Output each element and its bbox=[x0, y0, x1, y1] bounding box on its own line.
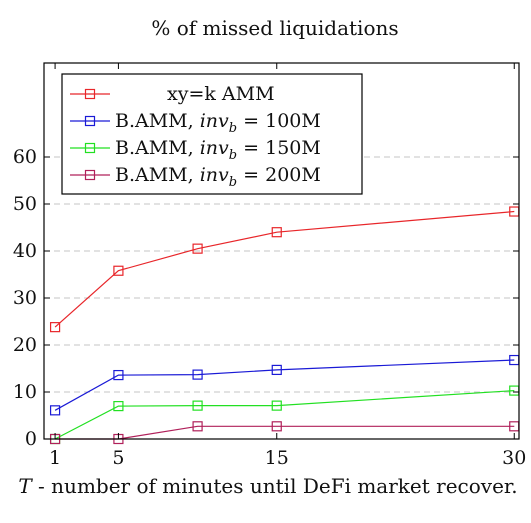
x-axis-label-var: T bbox=[18, 474, 33, 498]
series-line bbox=[55, 425, 515, 440]
x-tick-label: 5 bbox=[112, 447, 124, 469]
series-line bbox=[54, 210, 515, 328]
series-1 bbox=[49, 206, 520, 333]
legend-label-var: inv bbox=[200, 164, 229, 186]
legend-label-subscript: b bbox=[229, 148, 237, 163]
data-point bbox=[113, 401, 124, 412]
chart-title: % of missed liquidations bbox=[151, 16, 398, 40]
legend-label-prefix: B.AMM, bbox=[115, 110, 200, 132]
x-tick-label: 30 bbox=[502, 447, 526, 469]
data-point bbox=[113, 265, 124, 276]
y-tick-label: 50 bbox=[13, 193, 37, 215]
data-point bbox=[113, 369, 124, 381]
legend-item: B.AMM, invb = 100M bbox=[70, 110, 321, 136]
data-point bbox=[271, 364, 282, 376]
legend-box bbox=[61, 73, 363, 195]
y-tick-label: 60 bbox=[13, 146, 37, 168]
data-point bbox=[271, 227, 282, 238]
legend-label-suffix: = 100M bbox=[237, 110, 321, 132]
legend-label-var: inv bbox=[200, 110, 229, 132]
legend-swatch-marker bbox=[84, 115, 96, 127]
data-point bbox=[49, 322, 61, 333]
x-axis-label-rest: - number of minutes until DeFi market re… bbox=[32, 474, 518, 498]
x-tick-label: 15 bbox=[265, 447, 289, 469]
series-group bbox=[49, 206, 520, 445]
legend-label-suffix: = 200M bbox=[237, 164, 321, 186]
data-point bbox=[271, 400, 282, 411]
y-tick-label: 10 bbox=[13, 381, 37, 403]
data-point bbox=[49, 405, 61, 416]
grid-lines bbox=[44, 156, 519, 393]
legend-swatch-marker bbox=[84, 142, 96, 154]
y-tick-label: 20 bbox=[13, 334, 37, 356]
legend-swatch-marker bbox=[84, 88, 96, 100]
data-point bbox=[192, 369, 203, 380]
data-point bbox=[192, 421, 203, 432]
series-line bbox=[54, 390, 515, 440]
series-4 bbox=[49, 421, 520, 445]
data-point bbox=[192, 243, 203, 254]
legend-item: B.AMM, invb = 200M bbox=[70, 164, 321, 190]
y-tick-label: 40 bbox=[13, 240, 37, 262]
legend-label-suffix: = 150M bbox=[237, 137, 321, 159]
y-tick-label: 30 bbox=[13, 287, 37, 309]
x-axis: 1 5 15 30 bbox=[49, 63, 526, 469]
x-axis-label: T - number of minutes until DeFi market … bbox=[18, 474, 517, 498]
legend-label-prefix: B.AMM, bbox=[115, 137, 200, 159]
legend-label-subscript: b bbox=[229, 121, 237, 136]
legend-label: B.AMM, invb = 100M bbox=[115, 110, 321, 136]
series-2 bbox=[49, 354, 520, 416]
data-point bbox=[271, 421, 282, 432]
legend-label-text: xy=k AMM bbox=[167, 83, 275, 105]
series-line bbox=[54, 359, 515, 411]
legend-label-subscript: b bbox=[229, 175, 237, 190]
legend-item: B.AMM, invb = 150M bbox=[70, 137, 321, 163]
legend-swatch-marker bbox=[84, 169, 96, 181]
x-tick-label: 1 bbox=[49, 447, 61, 469]
data-point bbox=[192, 400, 203, 411]
y-axis: 0 10 20 30 40 50 60 bbox=[13, 146, 519, 450]
legend-label-prefix: B.AMM, bbox=[115, 164, 200, 186]
legend-label: B.AMM, invb = 200M bbox=[115, 164, 321, 190]
legend-item: xy=k AMM bbox=[70, 83, 275, 105]
legend-label-var: inv bbox=[200, 137, 229, 159]
legend-label: xy=k AMM bbox=[167, 83, 275, 105]
y-tick-label: 0 bbox=[25, 428, 37, 450]
legend-label: B.AMM, invb = 150M bbox=[115, 137, 321, 163]
